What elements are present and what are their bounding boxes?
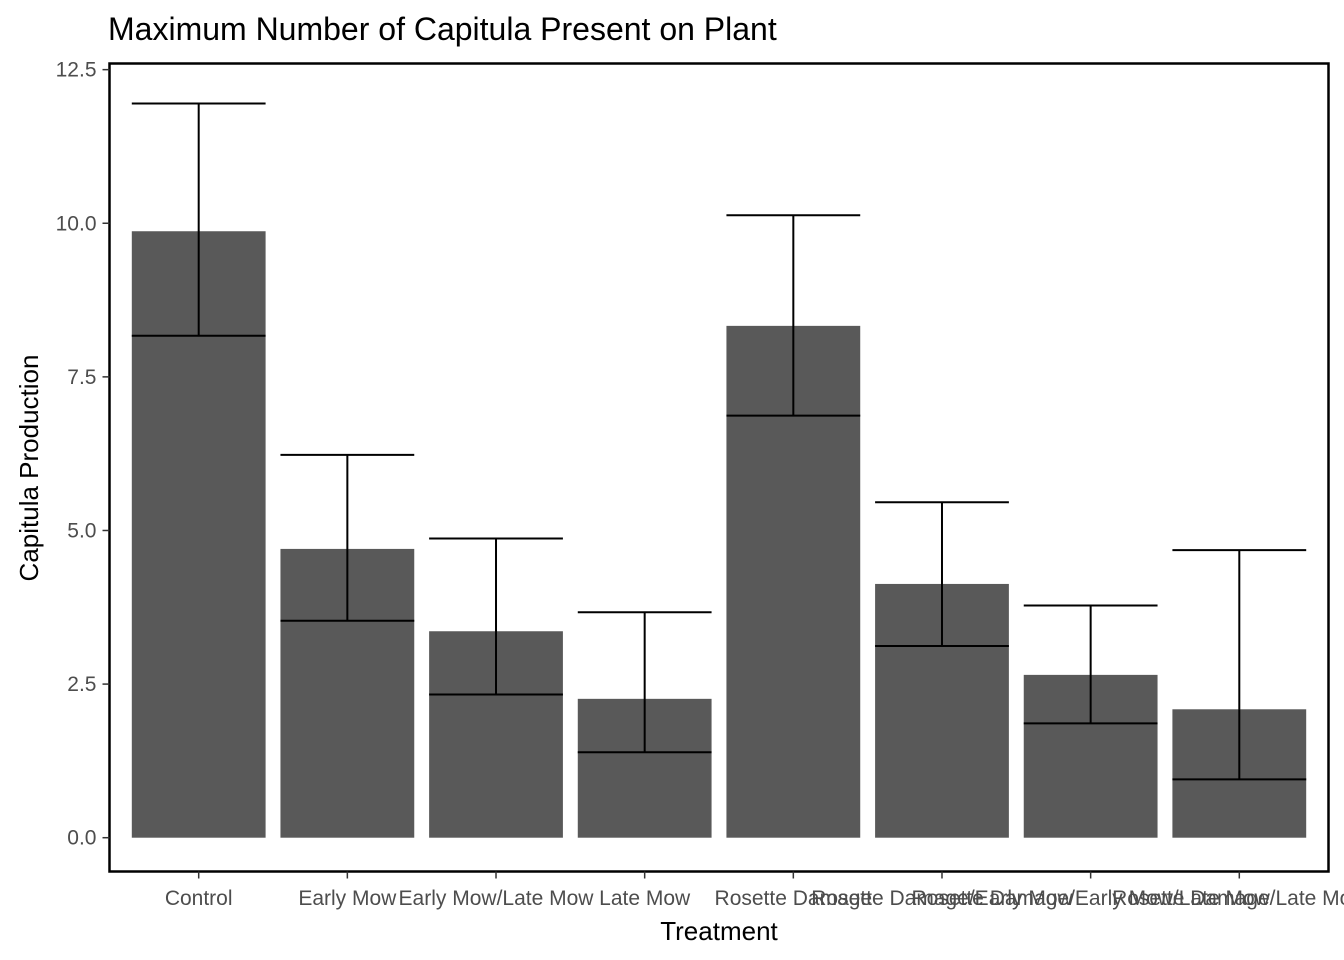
x-axis-title: Treatment [660,916,778,946]
y-tick-label: 12.5 [56,59,97,82]
y-tick-label: 10.0 [56,212,97,235]
y-axis: 0.0 2.5 5.0 7.5 10.0 12.5 [56,59,110,850]
y-axis-title: Capitula Production [14,355,44,582]
y-tick-label: 7.5 [67,366,96,389]
error-bar [726,214,861,417]
x-tick-label: Rosette Damage [715,887,873,910]
bars [131,231,1307,838]
y-tick-label: 0.0 [67,827,96,850]
x-tick-label: Rosette Damage/Early Mow/Late Mow [911,887,1270,910]
x-tick-label: Rosette Damage/Early Mow [811,887,1073,910]
x-tick-label: Rosette Damage/Late Mow [1112,887,1344,910]
chart-title: Maximum Number of Capitula Present on Pl… [108,11,777,47]
error-bars [131,102,1307,781]
error-bar [577,611,712,754]
y-tick-label: 2.5 [67,673,96,696]
error-bar [875,501,1009,647]
x-tick-label: Early Mow/Late Mow [399,887,595,910]
x-axis: Control Early Mow Early Mow/Late Mow Late M… [165,871,1344,910]
error-bar [131,102,266,337]
error-bar [280,453,415,622]
y-tick-label: 5.0 [67,519,96,542]
x-tick-label: Late Mow [599,887,691,910]
plot-panel-border [108,62,1330,873]
error-bar [1023,604,1158,725]
x-tick-label: Early Mow [298,887,397,910]
error-bar [429,537,563,696]
error-bar [1172,549,1307,781]
x-tick-label: Control [165,887,233,910]
